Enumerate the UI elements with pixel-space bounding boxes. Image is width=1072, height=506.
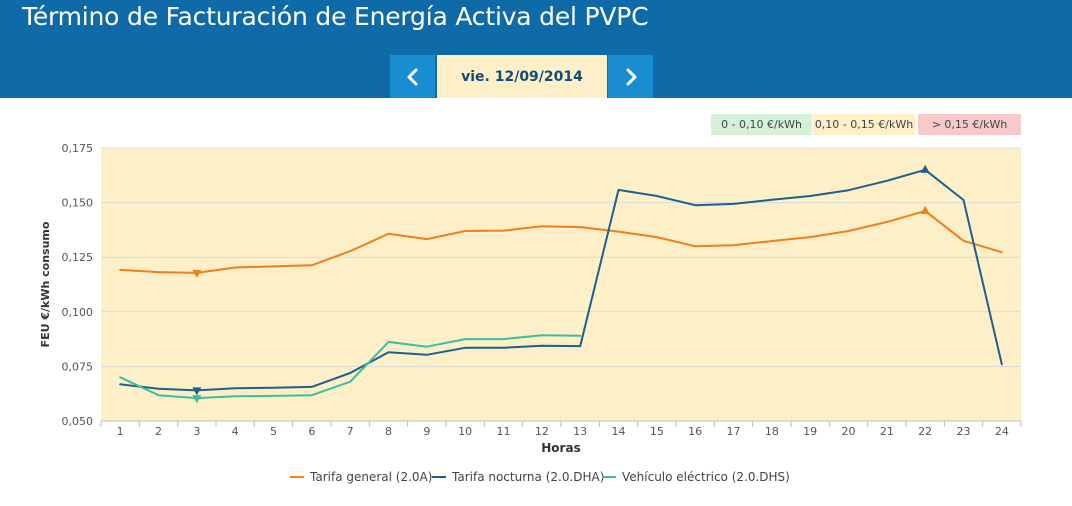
x-tick-label: 22 [918,425,932,438]
next-day-button[interactable] [608,55,653,98]
legend-label: Vehículo eléctrico (2.0.DHS) [622,470,790,484]
date-selector[interactable]: vie. 12/09/2014 [437,55,607,98]
legend-line-swatch [602,476,616,478]
x-tick-label: 1 [117,425,124,438]
x-tick-label: 19 [803,425,817,438]
x-tick-label: 15 [650,425,664,438]
y-tick-label: 0,175 [62,142,94,155]
y-tick-label: 0,050 [62,415,94,428]
legend-item-tarifa-nocturna[interactable]: Tarifa nocturna (2.0.DHA) [432,470,604,484]
x-tick-label: 23 [957,425,971,438]
x-tick-label: 12 [535,425,549,438]
series-line-0 [119,209,1003,274]
min-marker [192,269,202,278]
x-tick-label: 8 [385,425,392,438]
min-marker [192,395,202,404]
x-tick-label: 13 [573,425,587,438]
x-tick-label: 21 [880,425,894,438]
x-tick-label: 20 [842,425,856,438]
previous-day-button[interactable] [390,55,435,98]
page-header: Término de Facturación de Energía Activa… [0,0,1072,98]
legend-item-tarifa-general[interactable]: Tarifa general (2.0A) [290,470,432,484]
x-tick-label: 18 [765,425,779,438]
y-tick-label: 0,100 [62,306,94,319]
x-tick-label: 10 [458,425,472,438]
price-range-high: > 0,15 €/kWh [918,114,1021,135]
y-tick-label: 0,075 [62,360,94,373]
x-tick-label: 4 [232,425,239,438]
price-range-low: 0 - 0,10 €/kWh [711,114,812,135]
y-tick-label: 0,150 [62,197,94,210]
x-tick-label: 2 [155,425,162,438]
chevron-right-icon [626,68,636,85]
legend-line-swatch [432,476,446,478]
x-tick-label: 9 [423,425,430,438]
plot-background [101,148,1021,421]
x-tick-label: 14 [612,425,626,438]
chevron-left-icon [407,68,417,85]
x-tick-label: 6 [308,425,315,438]
y-axis-title: FEU €/kWh consumo [39,221,52,347]
legend-line-swatch [290,476,304,478]
x-tick-label: 24 [995,425,1009,438]
legend-label: Tarifa general (2.0A) [310,470,433,484]
max-marker [920,205,930,214]
x-tick-label: 5 [270,425,277,438]
price-range-mid: 0,10 - 0,15 €/kWh [813,114,915,135]
page-title: Término de Facturación de Energía Activa… [22,2,649,31]
x-tick-label: 17 [727,425,741,438]
x-axis-title: Horas [541,441,580,455]
x-tick-label: 7 [347,425,354,438]
legend-label: Tarifa nocturna (2.0.DHA) [452,470,605,484]
x-tick-label: 3 [193,425,200,438]
chart-legend: Tarifa general (2.0A) Tarifa nocturna (2… [0,470,1072,490]
x-tick-label: 16 [688,425,702,438]
max-marker [920,164,930,173]
min-marker [192,387,202,396]
series-line-1 [119,168,1003,392]
x-tick-label: 11 [497,425,511,438]
legend-item-vehiculo-electrico[interactable]: Vehículo eléctrico (2.0.DHS) [602,470,790,484]
y-tick-label: 0,125 [62,251,94,264]
